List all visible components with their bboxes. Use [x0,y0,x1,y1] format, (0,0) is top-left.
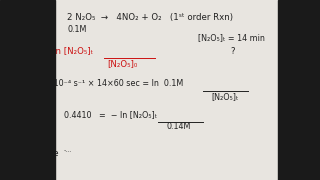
Text: kt = ln [N₂O₅]ₜ: kt = ln [N₂O₅]ₜ [32,46,93,55]
Text: 0.4410   =  − ln [N₂O₅]ₜ: 0.4410 = − ln [N₂O₅]ₜ [64,110,157,119]
Text: 5.25×10⁻⁴ s⁻¹ × 14×60 sec = ln  0.1M: 5.25×10⁻⁴ s⁻¹ × 14×60 sec = ln 0.1M [29,79,183,88]
Text: -...: -... [64,148,72,153]
Text: ?: ? [230,47,235,56]
Text: e: e [53,149,59,158]
Text: 0.1M: 0.1M [67,25,87,34]
Bar [278,0,320,180]
Bar [0,0,55,180]
Text: [N₂O₅]ₜ: [N₂O₅]ₜ [211,92,239,101]
Text: [N₂O₅]₀: [N₂O₅]₀ [107,59,138,68]
Text: [N₂O₅]ₜ = 14 min: [N₂O₅]ₜ = 14 min [198,33,265,42]
Text: 2 N₂O₅  →   4NO₂ + O₂   (1ˢᵗ order Rxn): 2 N₂O₅ → 4NO₂ + O₂ (1ˢᵗ order Rxn) [67,13,233,22]
Text: 0.14M: 0.14M [166,122,191,131]
